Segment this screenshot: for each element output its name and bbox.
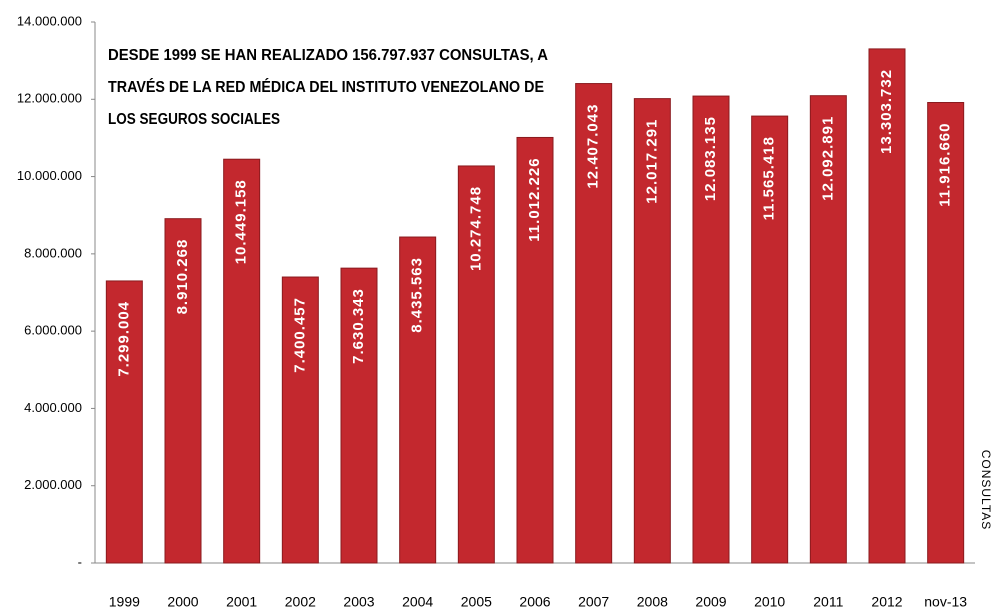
value-label: 10.274.748 xyxy=(467,186,484,271)
bar xyxy=(399,236,437,564)
x-tick-label: 2012 xyxy=(871,594,902,610)
bar xyxy=(927,102,965,564)
x-tick-label: 2001 xyxy=(226,594,257,610)
value-label: 13.303.732 xyxy=(878,69,895,154)
value-label: 7.630.343 xyxy=(350,288,367,364)
x-tick-label: 2000 xyxy=(167,594,198,610)
bar xyxy=(164,218,202,564)
bar xyxy=(105,280,143,564)
bar xyxy=(281,276,319,564)
bar xyxy=(223,158,261,564)
annotation: DESDE 1999 SE HAN REALIZADO 156.797.937 … xyxy=(108,47,548,64)
y-tick-label: 2.000.000 xyxy=(24,477,82,492)
bar xyxy=(633,98,671,564)
bar xyxy=(516,136,554,564)
value-label: 11.012.226 xyxy=(526,157,543,241)
y-tick-label: 8.000.000 xyxy=(24,245,82,260)
value-label: 7.400.457 xyxy=(291,297,308,373)
bar xyxy=(751,115,789,564)
x-tick-label: 2009 xyxy=(695,594,726,610)
value-label: 8.435.563 xyxy=(409,257,426,333)
annotation: TRAVÉS DE LA RED MÉDICA DEL INSTITUTO VE… xyxy=(108,77,544,96)
y-tick-label: 6.000.000 xyxy=(24,323,82,338)
x-tick-label: 2004 xyxy=(402,594,433,610)
value-label: 11.565.418 xyxy=(761,136,778,220)
y-tick-label: 14.000.000 xyxy=(17,13,82,28)
x-tick-label: 2006 xyxy=(519,594,550,610)
x-tick-label: 2008 xyxy=(637,594,668,610)
y-tick-label: 4.000.000 xyxy=(24,400,82,415)
x-tick-label: 2010 xyxy=(754,594,785,610)
value-label: 12.083.135 xyxy=(702,116,719,201)
bar xyxy=(809,95,847,564)
value-label: 12.092.891 xyxy=(819,116,836,201)
y-axis-label: CONSULTAS xyxy=(979,450,993,531)
value-label: 11.916.660 xyxy=(937,123,954,207)
bar xyxy=(868,48,906,564)
x-tick-label: 2003 xyxy=(343,594,374,610)
value-label: 12.407.043 xyxy=(585,104,602,189)
y-tick-label: 12.000.000 xyxy=(17,91,82,106)
x-tick-label: 2002 xyxy=(285,594,316,610)
value-label: 10.449.158 xyxy=(233,179,250,264)
annotation: LOS SEGUROS SOCIALES xyxy=(108,111,280,128)
value-label: 12.017.291 xyxy=(643,119,660,204)
x-tick-label: 2011 xyxy=(813,594,843,610)
bar xyxy=(575,83,613,564)
x-tick-label: 1999 xyxy=(109,594,140,610)
bar xyxy=(457,165,495,564)
x-tick-label: 2005 xyxy=(461,594,492,610)
bar xyxy=(340,267,378,564)
value-label: 8.910.268 xyxy=(174,239,191,315)
bar xyxy=(692,95,730,564)
x-tick-label: 2007 xyxy=(578,594,609,610)
value-label: 7.299.004 xyxy=(115,301,132,377)
x-tick-label: nov-13 xyxy=(924,594,967,610)
y-tick-label: - xyxy=(78,554,82,569)
y-tick-label: 10.000.000 xyxy=(17,168,82,183)
